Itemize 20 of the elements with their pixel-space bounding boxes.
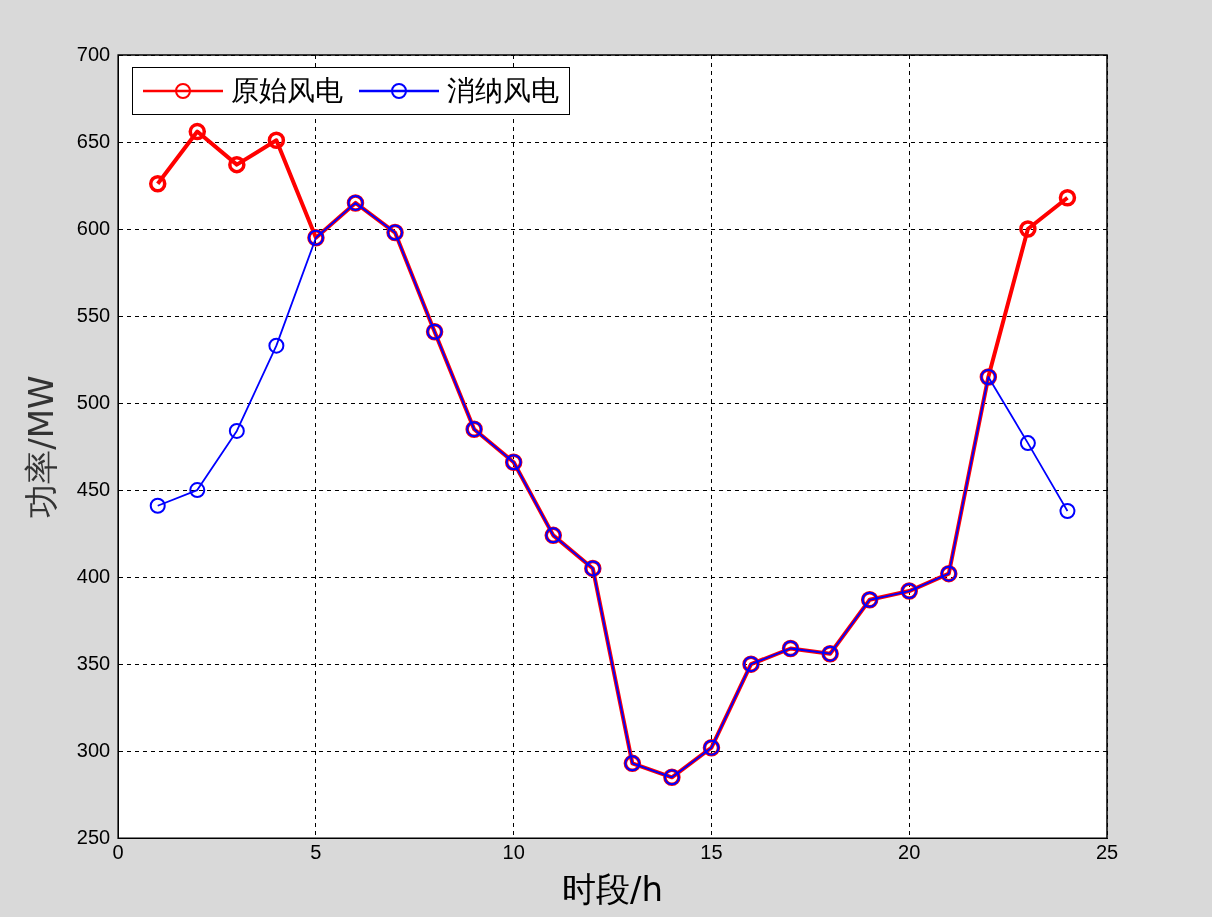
y-tick-label: 300 [76,738,111,761]
y-tick-label: 700 [76,42,111,65]
y-tick-label: 650 [76,129,111,152]
legend-label: 消纳风电 [447,73,560,109]
x-axis-title: 时段/h [562,869,664,910]
y-tick-label: 350 [76,651,111,674]
y-axis-title: 功率/MW [21,375,62,518]
y-tick-label: 400 [76,564,111,587]
y-tick-label: 450 [76,477,111,500]
legend-label: 原始风电 [231,73,344,109]
y-tick-label: 550 [76,303,111,326]
x-tick-label: 0 [112,840,124,863]
y-tick-label: 500 [76,390,111,413]
x-tick-label: 20 [898,840,921,863]
x-tick-label: 15 [700,840,723,863]
x-tick-label: 10 [502,840,525,863]
y-tick-label: 250 [76,825,111,848]
x-tick-label: 25 [1095,840,1119,863]
y-tick-label: 600 [76,216,111,239]
x-tick-label: 5 [310,840,322,863]
